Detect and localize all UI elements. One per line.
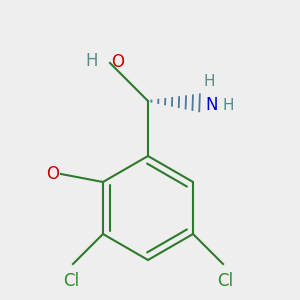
Text: H: H (85, 52, 98, 70)
Text: Cl: Cl (63, 272, 79, 290)
Text: H: H (223, 98, 235, 112)
Text: O: O (46, 165, 59, 183)
Text: O: O (111, 53, 124, 71)
Text: N: N (205, 96, 217, 114)
Text: Cl: Cl (217, 272, 233, 290)
Text: H: H (203, 74, 215, 89)
